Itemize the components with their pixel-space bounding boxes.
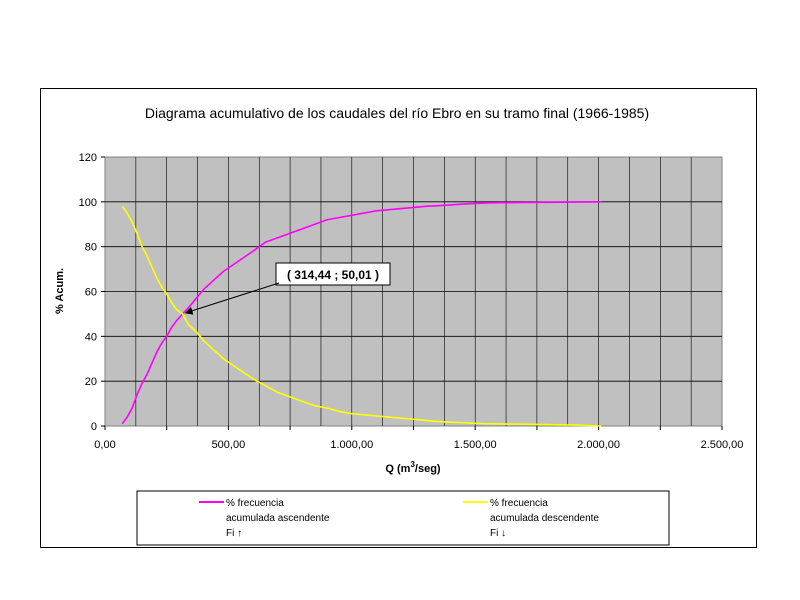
y-tick-label: 100 xyxy=(79,197,97,209)
chart-title: Diagrama acumulativo de los caudales del… xyxy=(145,105,649,121)
legend: % frecuencia acumulada ascendente Fi ↑ %… xyxy=(136,490,670,546)
x-axis-label: Q (m3/seg) xyxy=(385,460,441,475)
annotation-label: ( 314,44 ; 50,01 ) xyxy=(287,268,379,282)
x-tick-label: 0,00 xyxy=(94,439,115,451)
y-tick-label: 120 xyxy=(79,152,97,164)
y-tick-label: 40 xyxy=(85,331,97,343)
y-axis-label: % Acum. xyxy=(54,268,66,314)
legend-descendente-line1: % frecuencia xyxy=(490,498,548,509)
annotation-arrow xyxy=(184,282,280,315)
annotation-box xyxy=(275,262,391,286)
annotation: ( 314,44 ; 50,01 ) xyxy=(184,262,391,315)
series-layer xyxy=(121,201,602,427)
x-tick-label: 500,00 xyxy=(212,439,246,451)
x-tick-label: 1.500,00 xyxy=(454,439,497,451)
x-axis-ticks: 0,00 500,00 1.000,00 1.500,00 2.000,00 2.500,… xyxy=(94,426,743,451)
y-axis-ticks: 0 20 40 60 80 100 120 xyxy=(79,152,105,433)
y-tick-label: 80 xyxy=(85,242,97,254)
legend-ascendente-line3: Fi ↑ xyxy=(226,528,242,539)
series-line-ascendente xyxy=(121,201,602,425)
legend-descendente-line3: Fi ↓ xyxy=(490,528,506,539)
chart-frame: Diagrama acumulativo de los caudales del… xyxy=(40,88,757,548)
y-tick-label: 60 xyxy=(85,287,97,299)
x-tick-label: 2.000,00 xyxy=(577,439,620,451)
grid-horizontal xyxy=(105,201,722,382)
chart-svg: Diagrama acumulativo de los caudales del… xyxy=(54,105,743,546)
x-tick-label: 1.000,00 xyxy=(330,439,373,451)
series-line-descendente xyxy=(121,205,602,427)
y-tick-label: 20 xyxy=(85,376,97,388)
x-axis-label-main: Q (m xyxy=(385,463,410,475)
x-axis-label-sup: 3 xyxy=(410,460,415,469)
legend-descendente-line2: acumulada descendente xyxy=(490,513,599,524)
legend-ascendente-line1: % frecuencia xyxy=(226,498,284,509)
y-tick-label: 0 xyxy=(91,421,97,433)
x-tick-label: 2.500,00 xyxy=(701,439,744,451)
x-axis-label-tail: /seg) xyxy=(415,463,441,475)
legend-ascendente-line2: acumulada ascendente xyxy=(226,513,330,524)
plot-area xyxy=(104,156,723,427)
legend-box xyxy=(136,490,670,546)
